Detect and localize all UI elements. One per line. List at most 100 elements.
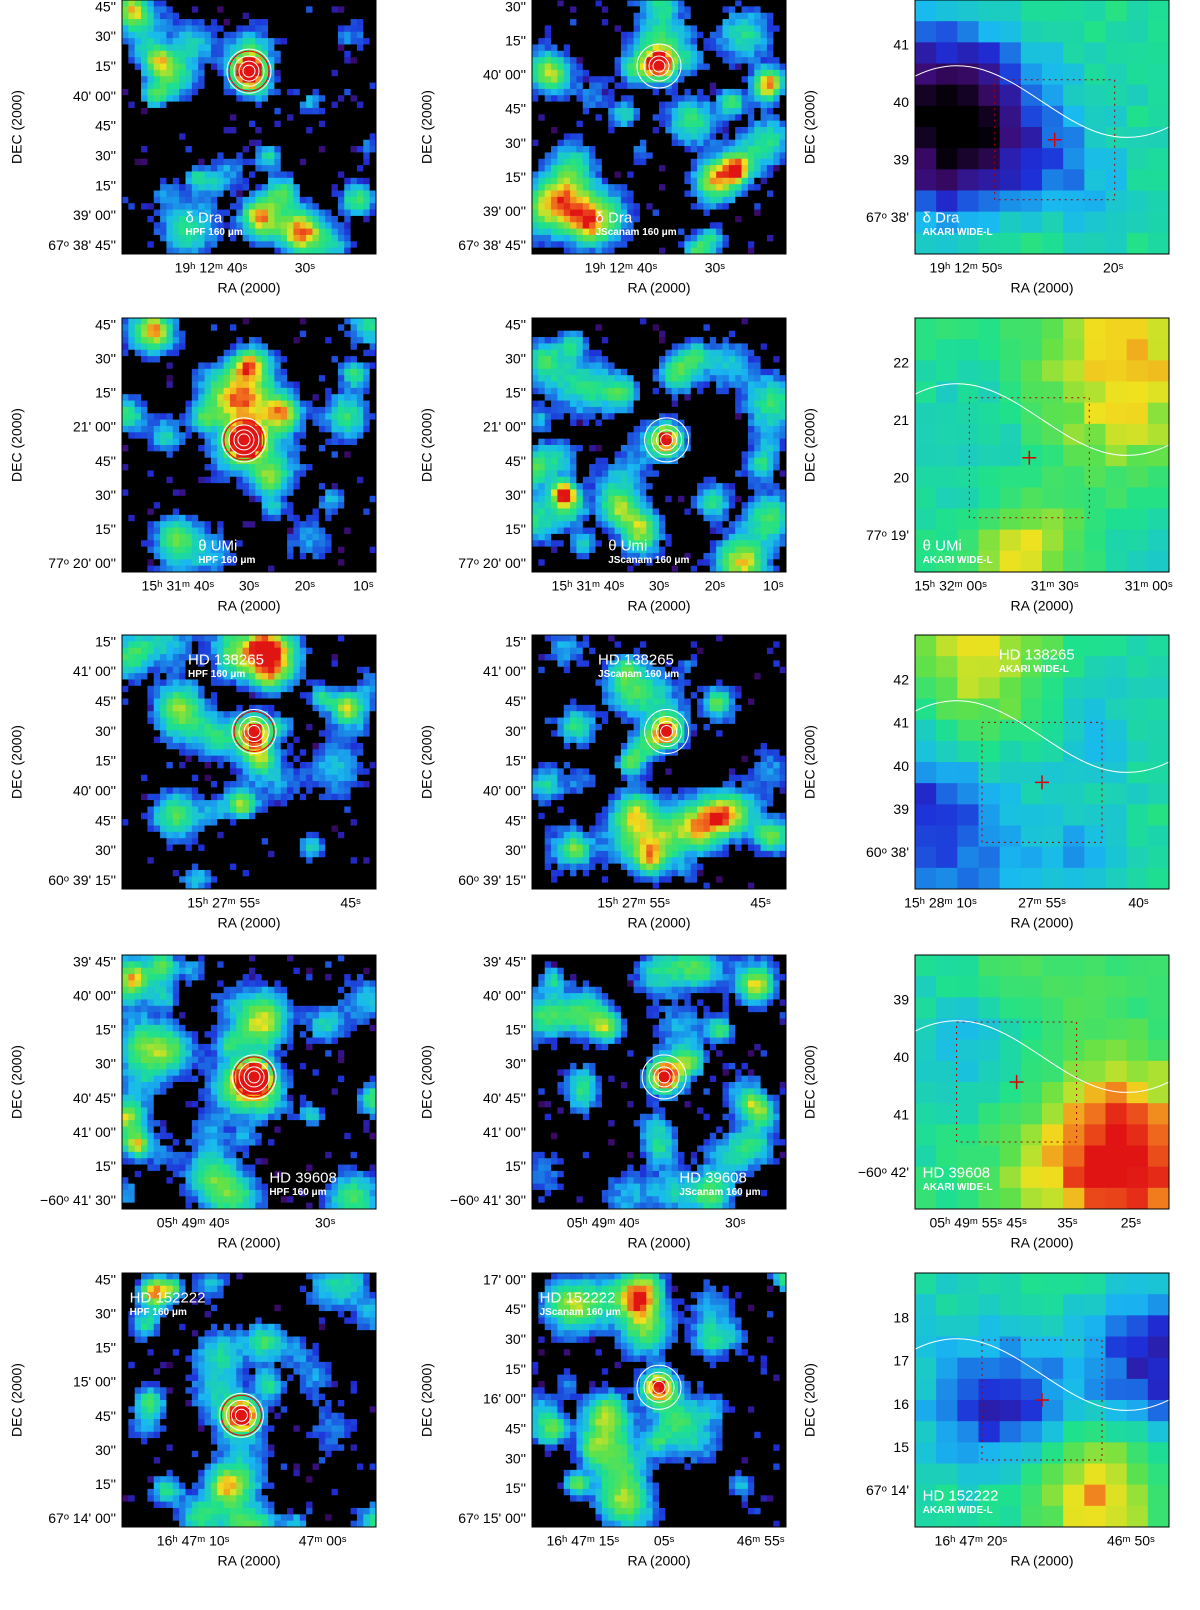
pixel	[773, 152, 781, 160]
pixel	[646, 158, 654, 166]
pixel	[122, 241, 129, 249]
pixel	[217, 120, 225, 128]
pixel	[350, 190, 358, 198]
pixel	[646, 63, 654, 71]
pixel	[204, 451, 212, 459]
pixel	[306, 514, 313, 522]
pixel	[166, 527, 174, 535]
pixel	[350, 343, 358, 351]
pixel	[570, 228, 577, 236]
pixel	[318, 139, 326, 147]
pixel	[563, 12, 571, 20]
pixel	[325, 76, 333, 84]
pixel	[538, 25, 546, 33]
pixel	[627, 95, 635, 103]
pixel	[299, 209, 307, 217]
pixel	[337, 57, 345, 64]
pixel	[337, 0, 345, 7]
pixel	[229, 158, 237, 166]
pixel	[735, 152, 743, 160]
pixel	[249, 88, 256, 96]
pixel	[249, 387, 256, 395]
pixel	[153, 318, 161, 325]
pixel	[557, 247, 565, 254]
pixel	[614, 247, 622, 254]
pixel	[570, 19, 577, 26]
pixel	[318, 413, 326, 421]
pixel	[179, 114, 186, 122]
pixel	[766, 196, 774, 204]
pixel	[601, 196, 609, 204]
pixel	[255, 171, 263, 179]
pixel	[261, 222, 269, 230]
pixel	[766, 19, 774, 26]
pixel	[128, 337, 136, 344]
pixel	[582, 215, 590, 223]
pixel	[369, 12, 376, 20]
pixel	[659, 31, 666, 39]
pixel	[369, 95, 376, 103]
pixel	[356, 146, 364, 153]
pixel	[217, 508, 225, 516]
pixel	[344, 349, 352, 357]
pixel	[236, 133, 244, 141]
pixel	[249, 476, 256, 484]
pixel	[236, 209, 244, 217]
pixel	[678, 215, 685, 223]
pixel	[671, 241, 679, 249]
pixel	[779, 38, 786, 45]
pixel	[236, 95, 244, 103]
pixel	[223, 209, 231, 217]
pixel	[1020, 169, 1043, 191]
pixel	[639, 31, 647, 39]
pixel	[595, 184, 603, 191]
pixel	[122, 19, 129, 26]
pixel	[595, 12, 603, 20]
pixel	[551, 215, 558, 223]
pixel	[204, 464, 212, 471]
pixel	[236, 406, 244, 414]
pixel	[671, 50, 679, 58]
pixel	[223, 139, 231, 147]
pixel	[350, 88, 358, 96]
pixel	[652, 241, 660, 249]
pixel	[350, 368, 358, 376]
pixel	[179, 362, 186, 370]
pixel	[735, 114, 743, 122]
pixel	[620, 107, 628, 115]
pixel	[652, 69, 660, 77]
pixel	[709, 171, 717, 179]
pixel	[261, 330, 269, 338]
pixel	[198, 44, 206, 52]
pixel	[236, 419, 244, 427]
pixel	[210, 241, 218, 249]
pixel	[747, 88, 755, 96]
pixel	[595, 0, 603, 7]
pixel	[312, 222, 320, 230]
pixel	[589, 196, 596, 204]
pixel	[331, 432, 339, 440]
pixel	[287, 337, 294, 344]
pixel	[229, 559, 237, 567]
pixel	[166, 540, 174, 548]
pixel	[312, 44, 320, 52]
pixel	[185, 489, 193, 497]
pixel	[582, 127, 590, 134]
pixel	[122, 438, 129, 446]
pixel	[268, 533, 275, 541]
pixel	[153, 375, 161, 382]
pixel	[779, 107, 786, 115]
pixel	[134, 82, 142, 90]
pixel	[563, 228, 571, 236]
pixel	[147, 445, 155, 452]
pixel	[217, 50, 225, 58]
pixel	[652, 177, 660, 185]
pixel	[122, 171, 129, 179]
pixel	[141, 387, 148, 395]
pixel	[633, 177, 641, 185]
pixel	[936, 211, 958, 234]
pixel	[728, 177, 736, 185]
pixel	[293, 349, 301, 357]
pixel	[287, 196, 294, 204]
pixel	[337, 139, 345, 147]
